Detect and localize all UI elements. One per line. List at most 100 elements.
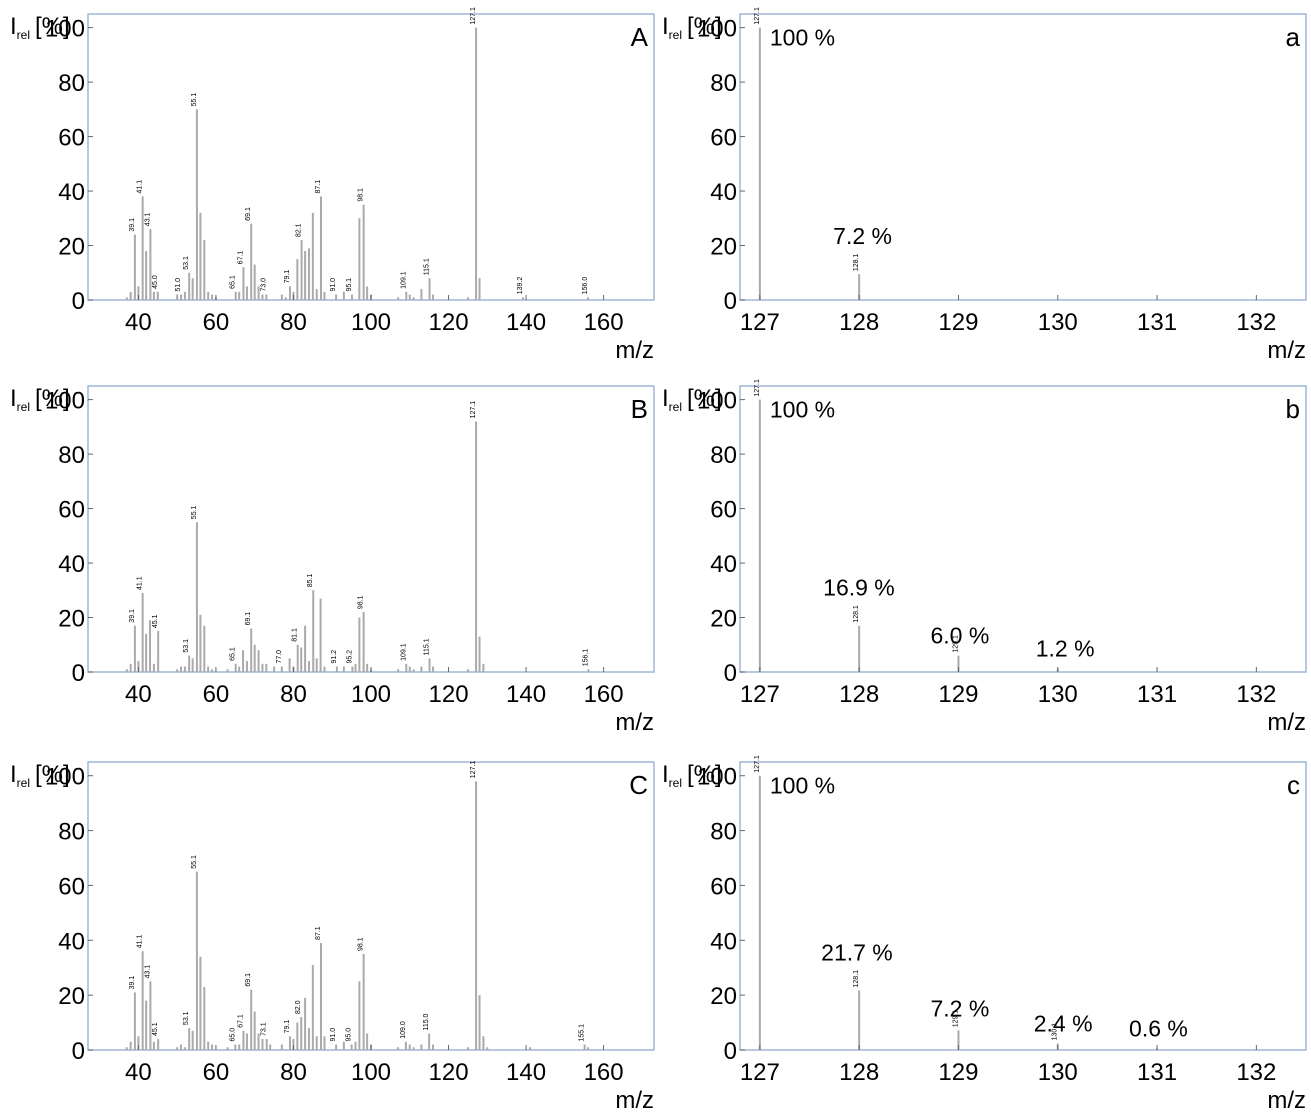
peak-mz-label: 67.1 bbox=[237, 1014, 244, 1028]
y-tick-label: 40 bbox=[710, 551, 737, 578]
x-tick-label: 60 bbox=[203, 681, 230, 708]
peak-mz-label: 82.0 bbox=[295, 1000, 302, 1014]
y-tick-label: 0 bbox=[72, 288, 85, 315]
x-tick-label: 60 bbox=[203, 309, 230, 336]
peak-mz-label: 82.1 bbox=[296, 223, 303, 237]
peak-abundance-annotation: 0.6 % bbox=[1129, 1015, 1188, 1041]
x-tick-label: 127 bbox=[740, 309, 780, 336]
y-tick-label: 20 bbox=[58, 983, 85, 1010]
y-tick-label: 20 bbox=[710, 606, 737, 633]
x-tick-label: 129 bbox=[938, 681, 978, 708]
y-axis-label: Irel [%] bbox=[662, 13, 722, 42]
panel-letter: a bbox=[1286, 22, 1301, 52]
peak-mz-label: 155.1 bbox=[579, 1024, 586, 1042]
y-tick-label: 0 bbox=[724, 288, 737, 315]
peak-mz-label: 69.1 bbox=[245, 207, 252, 221]
peak-mz-label: 98.1 bbox=[358, 937, 365, 951]
y-tick-label: 0 bbox=[724, 1038, 737, 1065]
x-tick-label: 130 bbox=[1038, 309, 1078, 336]
x-tick-label: 120 bbox=[429, 681, 469, 708]
peak-abundance-annotation: 1.2 % bbox=[1036, 636, 1095, 662]
x-tick-label: 127 bbox=[740, 1059, 780, 1086]
peak-mz-label: 41.1 bbox=[137, 180, 144, 194]
peak-mz-label: 95.2 bbox=[346, 650, 353, 664]
x-tick-label: 129 bbox=[938, 309, 978, 336]
y-tick-label: 80 bbox=[710, 70, 737, 97]
y-tick-label: 100 bbox=[45, 764, 85, 791]
peak-mz-label: 69.1 bbox=[245, 973, 252, 987]
peak-mz-label: 127.1 bbox=[754, 379, 761, 397]
peak-mz-label: 139.2 bbox=[517, 277, 524, 295]
x-tick-label: 40 bbox=[125, 309, 152, 336]
peak-mz-label: 109.1 bbox=[400, 643, 407, 661]
peak-abundance-annotation: 7.2 % bbox=[930, 995, 989, 1021]
x-tick-label: 130 bbox=[1038, 681, 1078, 708]
peak-mz-label: 156.1 bbox=[582, 649, 589, 667]
x-tick-label: 40 bbox=[125, 681, 152, 708]
peak-mz-label: 95.0 bbox=[346, 1028, 353, 1042]
x-tick-label: 40 bbox=[125, 1059, 152, 1086]
peak-mz-label: 65.1 bbox=[230, 275, 237, 289]
x-tick-label: 130 bbox=[1038, 1059, 1078, 1086]
peak-abundance-annotation: 100 % bbox=[770, 25, 835, 51]
y-tick-label: 40 bbox=[58, 928, 85, 955]
x-axis-label: m/z bbox=[615, 1087, 654, 1114]
plot-frame bbox=[87, 13, 655, 301]
peak-mz-label: 129.1 bbox=[952, 635, 959, 653]
peak-abundance-annotation: 6.0 % bbox=[930, 623, 989, 649]
panel-letter: C bbox=[629, 770, 648, 800]
peak-mz-label: 53.1 bbox=[183, 256, 190, 270]
peak-mz-label: 69.1 bbox=[245, 612, 252, 626]
y-tick-label: 100 bbox=[45, 16, 85, 43]
x-tick-label: 160 bbox=[584, 309, 624, 336]
peak-mz-label: 91.2 bbox=[331, 650, 338, 664]
x-tick-label: 160 bbox=[584, 1059, 624, 1086]
plot-frame bbox=[739, 385, 1307, 673]
peak-mz-label: 127.1 bbox=[470, 7, 477, 25]
y-axis-label: Irel [%] bbox=[10, 13, 70, 42]
y-tick-label: 20 bbox=[58, 606, 85, 633]
x-tick-label: 128 bbox=[839, 309, 879, 336]
peak-mz-label: 41.1 bbox=[137, 576, 144, 590]
plot-frame bbox=[739, 761, 1307, 1051]
peak-abundance-annotation: 100 % bbox=[770, 397, 835, 423]
x-tick-label: 120 bbox=[429, 1059, 469, 1086]
peak-mz-label: 53.1 bbox=[183, 1011, 190, 1025]
plot-frame bbox=[739, 13, 1307, 301]
peak-abundance-annotation: 21.7 % bbox=[821, 939, 893, 965]
x-axis-label: m/z bbox=[615, 337, 654, 364]
y-tick-label: 0 bbox=[72, 660, 85, 687]
x-tick-label: 128 bbox=[839, 1059, 879, 1086]
x-tick-label: 131 bbox=[1137, 1059, 1177, 1086]
peak-mz-label: 43.1 bbox=[144, 965, 151, 979]
spectrum-panel-c: 127.1 100 % 128.1 21.7 % 129.17.2 % 130.12.4 … bbox=[662, 755, 1307, 1114]
y-tick-label: 60 bbox=[710, 125, 737, 152]
peak-mz-label: 73.1 bbox=[261, 1022, 268, 1036]
peak-mz-label: 95.1 bbox=[346, 278, 353, 292]
spectrum-panel-B: 39.1 41.1 45.1 53.1 55.1 65.1 69.1 77.0 81.1 85.1… bbox=[10, 385, 655, 736]
x-tick-label: 120 bbox=[429, 309, 469, 336]
peak-mz-label: 39.1 bbox=[129, 609, 136, 623]
spectrum-panel-A: 39.1 41.1 43.1 45.0 51.0 53.1 55.1 65.1 67.1 69.1… bbox=[10, 7, 655, 364]
x-tick-label: 127 bbox=[740, 681, 780, 708]
panel-letter: c bbox=[1287, 770, 1300, 800]
y-tick-label: 20 bbox=[58, 234, 85, 261]
peak-mz-label: 127.1 bbox=[754, 755, 761, 773]
y-tick-label: 100 bbox=[45, 388, 85, 415]
peak-abundance-annotation: 7.2 % bbox=[833, 223, 892, 249]
peak-mz-label: 128.1 bbox=[853, 605, 860, 623]
x-axis-label: m/z bbox=[1267, 1087, 1306, 1114]
peak-mz-label: 127.1 bbox=[754, 7, 761, 25]
peak-mz-label: 55.1 bbox=[191, 505, 198, 519]
panel-letter: B bbox=[631, 394, 648, 424]
peak-mz-label: 87.1 bbox=[315, 926, 322, 940]
peak-mz-label: 45.0 bbox=[152, 275, 159, 289]
y-tick-label: 40 bbox=[58, 551, 85, 578]
peak-mz-label: 109.1 bbox=[400, 271, 407, 289]
x-tick-label: 140 bbox=[506, 1059, 546, 1086]
peak-mz-label: 98.1 bbox=[358, 188, 365, 202]
x-tick-label: 131 bbox=[1137, 681, 1177, 708]
y-tick-label: 80 bbox=[58, 70, 85, 97]
peak-mz-label: 85.1 bbox=[307, 574, 314, 588]
peak-mz-label: 156.0 bbox=[582, 277, 589, 295]
